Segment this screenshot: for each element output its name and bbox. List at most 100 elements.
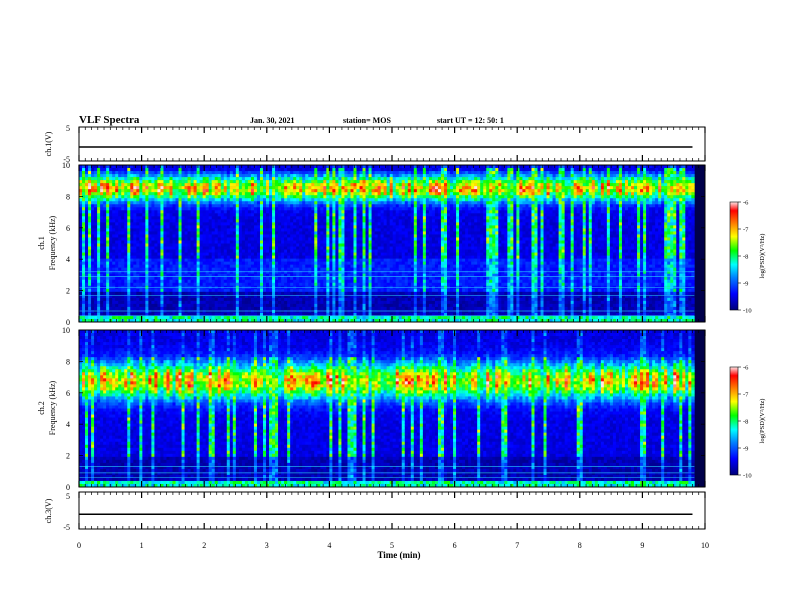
spectrogram-cell <box>109 250 112 253</box>
spectrogram-cell <box>157 189 160 192</box>
spectrogram-cell <box>136 195 139 198</box>
spectrogram-cell <box>179 304 182 307</box>
spectrogram-cell <box>215 183 218 186</box>
spectrogram-cell <box>203 225 206 228</box>
spectrogram-cell <box>296 213 299 216</box>
spectrogram-cell <box>154 304 157 307</box>
spectrogram-cell <box>275 198 278 201</box>
spectrogram-cell <box>215 259 218 262</box>
spectrogram-cell <box>338 283 341 286</box>
spectrogram-cell <box>266 222 269 225</box>
spectrogram-cell <box>148 186 151 189</box>
spectrogram-cell <box>233 189 236 192</box>
spectrogram-cell <box>148 210 151 213</box>
spectrogram-cell <box>142 253 145 256</box>
spectrogram-cell <box>100 219 103 222</box>
spectrogram-cell <box>233 231 236 234</box>
spectrogram-cell <box>245 259 248 262</box>
spectrogram-cell <box>366 198 369 201</box>
spectrogram-cell <box>284 277 287 280</box>
spectrogram-cell <box>290 253 293 256</box>
spectrogram-cell <box>218 307 221 310</box>
spectrogram-cell <box>136 277 139 280</box>
spectrogram-cell <box>314 177 317 180</box>
spectrogram-cell <box>179 283 182 286</box>
spectrogram-cell <box>136 310 139 313</box>
spectrogram-cell <box>314 198 317 201</box>
spectrogram-cell <box>281 289 284 292</box>
spectrogram-cell <box>299 283 302 286</box>
spectrogram-cell <box>335 262 338 265</box>
spectrogram-cell <box>148 207 151 210</box>
spectrogram-cell <box>112 168 115 171</box>
spectrogram-cell <box>185 307 188 310</box>
spectrogram-cell <box>203 301 206 304</box>
spectrogram-cell <box>221 304 224 307</box>
spectrogram-cell <box>100 307 103 310</box>
spectrogram-cell <box>284 174 287 177</box>
spectrogram-cell <box>166 231 169 234</box>
spectrogram-cell <box>236 192 239 195</box>
spectrogram-cell <box>230 253 233 256</box>
spectrogram-cell <box>308 195 311 198</box>
spectrogram-cell <box>287 231 290 234</box>
spectrogram-cell <box>91 298 94 301</box>
spectrogram-cell <box>127 210 130 213</box>
spectrogram-cell <box>173 307 176 310</box>
spectrogram-cell <box>239 183 242 186</box>
spectrogram-cell <box>248 301 251 304</box>
spectrogram-cell <box>290 234 293 237</box>
spectrogram-cell <box>221 292 224 295</box>
spectrogram-cell <box>305 228 308 231</box>
spectrogram-cell <box>236 213 239 216</box>
spectrogram-cell <box>317 174 320 177</box>
spectrogram-cell <box>160 253 163 256</box>
spectrogram-cell <box>97 234 100 237</box>
spectrogram-cell <box>317 250 320 253</box>
spectrogram-cell <box>314 277 317 280</box>
spectrogram-cell <box>188 268 191 271</box>
spectrogram-cell <box>305 195 308 198</box>
spectrogram-cell <box>344 213 347 216</box>
spectrogram-cell <box>224 265 227 268</box>
spectrogram-cell <box>354 280 357 283</box>
spectrogram-cell <box>266 307 269 310</box>
spectrogram-cell <box>218 253 221 256</box>
spectrogram-cell <box>121 213 124 216</box>
spectrogram-cell <box>266 198 269 201</box>
spectrogram-cell <box>166 259 169 262</box>
spectrogram-cell <box>341 210 344 213</box>
spectrogram-cell <box>293 228 296 231</box>
spectrogram-cell <box>239 228 242 231</box>
spectrogram-cell <box>185 219 188 222</box>
spectrogram-cell <box>145 265 148 268</box>
spectrogram-cell <box>148 189 151 192</box>
spectrogram-cell <box>293 250 296 253</box>
spectrogram-cell <box>338 216 341 219</box>
spectrogram-cell <box>115 256 118 259</box>
spectrogram-cell <box>293 310 296 313</box>
spectrogram-cell <box>254 225 257 228</box>
spectrogram-cell <box>142 225 145 228</box>
spectrogram-cell <box>326 222 329 225</box>
spectrogram-cell <box>148 237 151 240</box>
spectrogram-cell <box>82 174 85 177</box>
spectrogram-cell <box>251 210 254 213</box>
spectrogram-cell <box>206 316 209 319</box>
spectrogram-cell <box>269 186 272 189</box>
spectrogram-cell <box>203 222 206 225</box>
spectrogram-cell <box>85 271 88 274</box>
spectrogram-cell <box>233 265 236 268</box>
spectrogram-cell <box>293 201 296 204</box>
spectrogram-cell <box>97 207 100 210</box>
spectrogram-cell <box>305 262 308 265</box>
spectrogram-cell <box>203 210 206 213</box>
spectrogram-cell <box>206 292 209 295</box>
spectrogram-cell <box>148 234 151 237</box>
spectrogram-cell <box>251 271 254 274</box>
spectrogram-cell <box>251 219 254 222</box>
spectrogram-cell <box>197 183 200 186</box>
spectrogram-cell <box>290 195 293 198</box>
spectrogram-cell <box>260 216 263 219</box>
spectrogram-cell <box>124 207 127 210</box>
